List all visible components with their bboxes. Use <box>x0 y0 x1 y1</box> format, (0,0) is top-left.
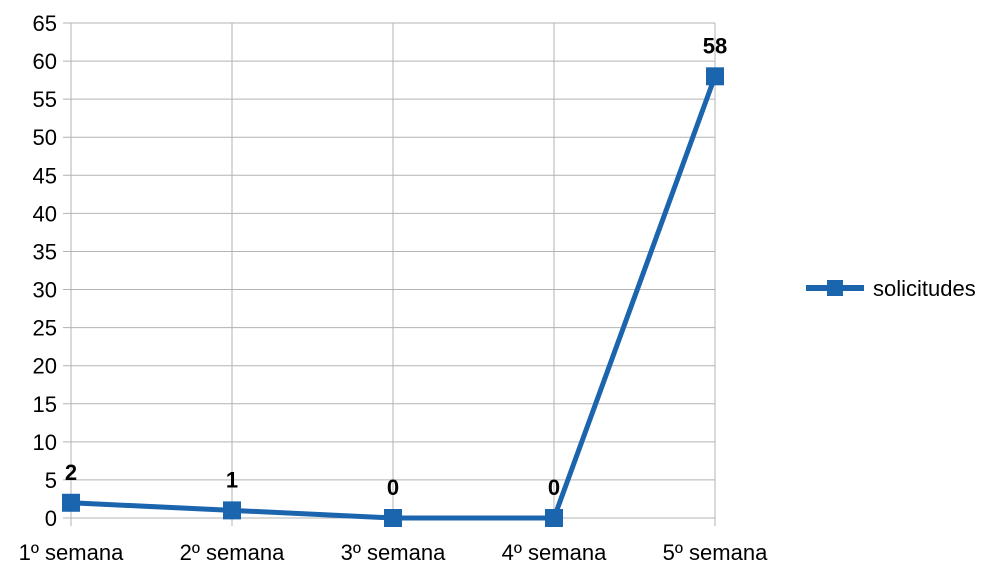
data-label: 58 <box>703 33 727 58</box>
y-tick-label: 40 <box>33 201 57 226</box>
y-tick-label: 25 <box>33 316 57 341</box>
data-label: 2 <box>65 460 77 485</box>
data-label: 0 <box>387 475 399 500</box>
y-tick-label: 10 <box>33 430 57 455</box>
y-tick-label: 0 <box>45 506 57 531</box>
data-labels: 2 1 0 0 58 <box>65 33 727 500</box>
y-tick-label: 5 <box>45 468 57 493</box>
y-tick-label: 35 <box>33 239 57 264</box>
data-point-marker <box>706 67 724 86</box>
x-tick-label: 3º semana <box>341 540 446 564</box>
y-tick-label: 50 <box>33 125 57 150</box>
y-axis-tick-labels: 0 5 10 15 20 25 30 35 40 45 50 55 60 65 <box>33 11 57 531</box>
x-axis-tick-labels: 1º semana 2º semana 3º semana 4º semana 5º s… <box>19 540 768 564</box>
data-point-marker <box>384 509 402 527</box>
y-tick-label: 65 <box>33 11 57 36</box>
x-tick-label: 2º semana <box>180 540 285 564</box>
y-tick-label: 55 <box>33 87 57 112</box>
y-tick-label: 30 <box>33 278 57 303</box>
series-layer <box>62 67 724 527</box>
data-point-marker <box>223 501 241 520</box>
y-tick-label: 60 <box>33 49 57 74</box>
legend-label: solicitudes <box>873 276 976 301</box>
grid-lines <box>63 22 716 526</box>
x-tick-label: 1º semana <box>19 540 124 564</box>
data-point-marker <box>62 493 80 512</box>
data-point-marker <box>545 509 563 527</box>
y-tick-label: 45 <box>33 163 57 188</box>
x-tick-label: 4º semana <box>502 540 607 564</box>
y-tick-label: 20 <box>33 354 57 379</box>
data-label: 0 <box>548 475 560 500</box>
legend: solicitudes <box>806 276 976 301</box>
legend-marker-swatch <box>827 280 843 296</box>
y-tick-label: 15 <box>33 392 57 417</box>
data-label: 1 <box>226 467 238 492</box>
x-tick-label: 5º semana <box>663 540 768 564</box>
